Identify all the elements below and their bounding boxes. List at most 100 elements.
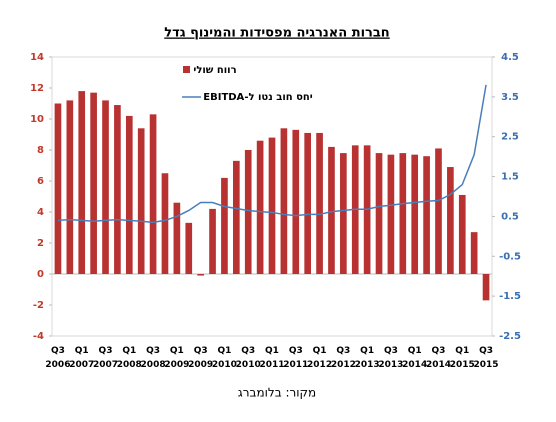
x-tick-quarter: Q3 xyxy=(432,346,446,356)
y2-tick-label: -1.5 xyxy=(499,291,521,302)
x-tick-label: Q1 2012 xyxy=(307,346,332,370)
x-tick-quarter: Q3 xyxy=(289,346,303,356)
x-tick-label: Q1 2009 xyxy=(164,346,189,370)
bar xyxy=(458,194,466,274)
x-tick-label: Q3 2011 xyxy=(283,346,308,370)
bar xyxy=(244,150,252,274)
bar xyxy=(256,140,264,274)
bar xyxy=(125,115,133,275)
bar xyxy=(411,154,419,274)
x-tick-quarter: Q3 xyxy=(479,346,493,356)
x-tick-quarter: Q3 xyxy=(194,346,208,356)
bar xyxy=(173,202,181,274)
y-tick-label: 8 xyxy=(37,145,44,156)
legend-swatch xyxy=(183,66,190,73)
bar xyxy=(185,222,193,274)
x-tick-quarter: Q1 xyxy=(408,346,422,356)
line xyxy=(57,84,487,224)
x-tick-quarter: Q3 xyxy=(99,346,113,356)
bar xyxy=(197,274,204,276)
x-tick-year: 2014 xyxy=(402,360,427,370)
x-tick-quarter: Q1 xyxy=(360,346,374,356)
bar xyxy=(78,91,86,274)
x-tick-label: Q3 2015 xyxy=(474,346,499,370)
bar xyxy=(268,137,276,274)
y2-tick-label: 0.5 xyxy=(501,211,519,222)
y-tick-label: -2 xyxy=(33,300,44,311)
x-tick-year: 2009 xyxy=(164,360,189,370)
chart-title: חברות האנרגיה מפסידות והמינוף גדל xyxy=(164,26,390,41)
bar xyxy=(316,132,323,274)
bar xyxy=(304,132,312,274)
x-tick-year: 2013 xyxy=(378,360,403,370)
x-tick-year: 2015 xyxy=(450,360,475,370)
x-tick-year: 2012 xyxy=(307,360,332,370)
bar xyxy=(423,156,430,274)
bar xyxy=(149,114,157,274)
x-tick-quarter: Q1 xyxy=(455,346,469,356)
y-tick-label: 0 xyxy=(37,269,44,280)
bar xyxy=(221,177,228,274)
x-tick-quarter: Q3 xyxy=(51,346,65,356)
bar xyxy=(137,128,145,274)
bar xyxy=(280,128,288,274)
x-tick-label: Q1 2013 xyxy=(355,346,380,370)
y-tick-label: 2 xyxy=(37,238,44,249)
y-tick-label: 14 xyxy=(30,52,44,63)
x-tick-label: Q3 2006 xyxy=(45,346,70,370)
x-tick-quarter: Q3 xyxy=(241,346,255,356)
x-tick-year: 2008 xyxy=(141,360,166,370)
bar xyxy=(375,153,383,274)
bar xyxy=(387,154,395,274)
x-tick-year: 2010 xyxy=(236,360,261,370)
bar xyxy=(292,129,300,274)
y2-tick-label: -0.5 xyxy=(499,251,521,262)
x-tick-label: Q1 2014 xyxy=(402,346,427,370)
bar xyxy=(114,105,121,274)
x-tick-year: 2015 xyxy=(474,360,499,370)
x-tick-year: 2007 xyxy=(93,360,118,370)
legend-label: רווח שולי xyxy=(193,65,236,76)
x-tick-label: Q3 2012 xyxy=(331,346,356,370)
y2-tick-label: 1.5 xyxy=(501,172,519,183)
y2-tick-label: 2.5 xyxy=(501,132,519,143)
x-tick-label: Q1 2015 xyxy=(450,346,475,370)
x-tick-year: 2013 xyxy=(355,360,380,370)
x-tick-quarter: Q1 xyxy=(122,346,136,356)
x-tick-label: Q3 2007 xyxy=(93,346,118,370)
x-tick-quarter: Q1 xyxy=(75,346,89,356)
y2-tick-label: 3.5 xyxy=(501,92,519,103)
x-tick-label: Q1 2011 xyxy=(259,346,284,370)
source: מקור: בלומברג xyxy=(238,386,316,400)
bar xyxy=(399,153,407,274)
bar xyxy=(209,208,216,274)
y-tick-label: 4 xyxy=(37,207,44,218)
x-tick-year: 2010 xyxy=(212,360,237,370)
bar xyxy=(340,153,347,274)
bar xyxy=(232,160,240,274)
y-tick-label: 6 xyxy=(37,176,44,187)
x-tick-year: 2006 xyxy=(45,360,70,370)
bar xyxy=(482,274,490,301)
x-tick-year: 2014 xyxy=(426,360,451,370)
x-tick-quarter: Q3 xyxy=(336,346,350,356)
y2-tick-label: 4.5 xyxy=(501,52,519,63)
bar xyxy=(470,232,478,274)
x-tick-quarter: Q3 xyxy=(146,346,160,356)
x-tick-label: Q3 2013 xyxy=(378,346,403,370)
x-tick-label: Q3 2014 xyxy=(426,346,451,370)
y-tick-label: -4 xyxy=(33,331,44,342)
bar xyxy=(435,148,442,274)
x-tick-quarter: Q1 xyxy=(265,346,279,356)
x-tick-year: 2011 xyxy=(283,360,308,370)
y2-tick-label: -2.5 xyxy=(499,331,521,342)
bar xyxy=(54,103,62,274)
x-tick-year: 2009 xyxy=(188,360,213,370)
x-tick-label: Q3 2009 xyxy=(188,346,213,370)
x-tick-quarter: Q1 xyxy=(170,346,184,356)
x-tick-year: 2007 xyxy=(69,360,94,370)
legend-label: יחס חוב נטו ל-EBITDA xyxy=(203,92,313,103)
bar xyxy=(447,167,454,274)
bar xyxy=(161,173,169,274)
bar xyxy=(90,92,97,275)
